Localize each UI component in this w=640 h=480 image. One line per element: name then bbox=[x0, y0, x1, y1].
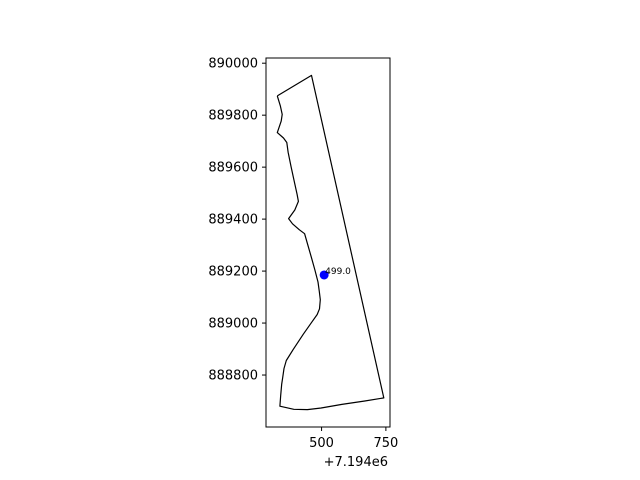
point-annotation: 499.0 bbox=[325, 267, 351, 277]
y-tick-label: 889200 bbox=[208, 265, 258, 280]
boundary-polygon bbox=[276, 74, 385, 411]
plot-frame bbox=[265, 57, 391, 428]
y-tick-label: 888800 bbox=[208, 369, 258, 384]
ticks-layer: 500 750 888800 889000 889200 889400 889600 8898… bbox=[208, 57, 398, 451]
y-tick-label: 890000 bbox=[208, 57, 258, 72]
y-tick-label: 889000 bbox=[208, 317, 258, 332]
polygon-layer bbox=[276, 74, 385, 411]
points-layer: 499.0 bbox=[319, 267, 351, 280]
x-offset-label: +7.194e6 bbox=[324, 455, 388, 470]
y-tick-label: 889400 bbox=[208, 213, 258, 228]
x-tick-label: 750 bbox=[373, 436, 398, 451]
y-tick-label: 889800 bbox=[208, 109, 258, 124]
y-tick-label: 889600 bbox=[208, 161, 258, 176]
x-tick-label: 500 bbox=[309, 436, 334, 451]
data-point bbox=[319, 270, 329, 280]
